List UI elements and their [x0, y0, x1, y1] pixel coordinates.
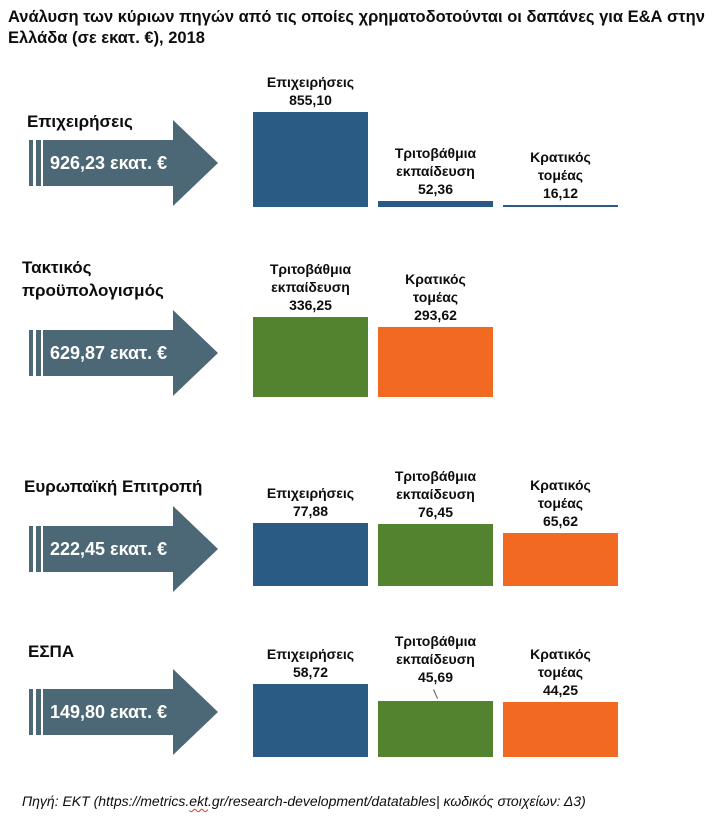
bar-label-line: τομέας — [537, 664, 584, 681]
bar-group: Κρατικός τομέας 65,62 — [503, 476, 618, 586]
arrow-state-budget: 629,87 εκατ. € — [27, 310, 218, 396]
bar-label: Κρατικός τομέας 16,12 — [501, 148, 621, 202]
source-label-espa: ΕΣΠΑ — [28, 642, 75, 661]
bar-group: Επιχειρήσεις 58,72 — [253, 645, 368, 757]
bar-value: 855,10 — [289, 92, 332, 109]
chart-title-line: Ελλάδα (σε εκατ. €), 2018 — [8, 29, 205, 47]
bar-label: Επιχειρήσεις 58,72 — [251, 645, 371, 681]
bar-group: Επιχειρήσεις 77,88 — [253, 484, 368, 586]
bar-label: Επιχειρήσεις 77,88 — [251, 484, 371, 520]
source-total: 222,45 εκατ. € — [50, 539, 168, 559]
bar-value: 44,25 — [542, 682, 579, 699]
bar-label-line: τομέας — [537, 167, 584, 184]
bar-label-line: Τριτοβάθμια — [269, 260, 352, 277]
bar — [378, 327, 493, 397]
bar-label: Κρατικός τομέας 44,25 — [501, 645, 621, 699]
leader-line — [433, 688, 438, 699]
bar-label-line: Επιχειρήσεις — [266, 484, 355, 501]
bar — [253, 316, 368, 397]
bar-group: Κρατικός τομέας 44,25 — [503, 645, 618, 757]
bar — [253, 112, 368, 207]
bar-value: 293,62 — [414, 307, 457, 324]
arrow-european-commission: 222,45 εκατ. € — [27, 506, 218, 592]
chart-title: Ανάλυση των κύριων πηγών από τις οποίες … — [8, 7, 720, 49]
bar-group: Τριτοβάθμια εκπαίδευση 336,25 — [253, 260, 368, 397]
source-label-european-commission: Ευρωπαϊκή Επιτροπή — [24, 477, 203, 496]
bar-label-line: Κρατικός — [530, 476, 591, 493]
bar-label: Τριτοβάθμια εκπαίδευση 45,69 — [376, 632, 496, 686]
source-total: 926,23 εκατ. € — [50, 153, 168, 173]
bar-label-line: Επιχειρήσεις — [266, 646, 355, 663]
bar-label: Τριτοβάθμια εκπαίδευση 76,45 — [376, 467, 496, 521]
bar-label: Επιχειρήσεις 855,10 — [251, 73, 371, 109]
bar — [378, 524, 493, 586]
bar-label: Τριτοβάθμια εκπαίδευση 52,36 — [376, 144, 496, 198]
bar-label-line: Τριτοβάθμια — [394, 468, 477, 485]
source-label-state-budget: Τακτικός προϋπολογισμός — [22, 258, 164, 300]
chart-title-line: Ανάλυση των κύριων πηγών από τις οποίες … — [8, 8, 705, 26]
bar — [378, 201, 493, 207]
bar — [503, 702, 618, 757]
bar-value: 65,62 — [542, 512, 579, 529]
source-citation: Πηγή: ΕΚΤ (https://metrics.ekt.gr/resear… — [22, 793, 712, 809]
bar-label-line: εκπαίδευση — [271, 278, 350, 295]
bar-group: Κρατικός τομέας 16,12 — [503, 148, 618, 207]
bar-value: 45,69 — [417, 668, 454, 685]
citation-text: Πηγή: ΕΚΤ (https://metrics. — [22, 793, 190, 809]
bar-value: 77,88 — [292, 502, 329, 519]
bar-value: 58,72 — [292, 664, 329, 681]
bar-group: Τριτοβάθμια εκπαίδευση 52,36 — [378, 144, 493, 207]
bar-value: 52,36 — [417, 181, 454, 198]
bar — [378, 700, 493, 757]
bar-group: Κρατικός τομέας 293,62 — [378, 270, 493, 397]
citation-ekt-word: ekt — [189, 793, 208, 809]
striped-arrow-icon — [29, 120, 218, 206]
bar-label-line: εκπαίδευση — [396, 650, 475, 667]
source-total: 149,80 εκατ. € — [50, 702, 168, 722]
striped-arrow-icon — [29, 310, 218, 396]
bar-label-line: εκπαίδευση — [396, 163, 475, 180]
bar — [503, 205, 618, 207]
bar-label-line: εκπαίδευση — [396, 486, 475, 503]
bar-label-line: Τριτοβάθμια — [394, 145, 477, 162]
bar-label-line: Κρατικός — [405, 271, 466, 288]
bar — [253, 684, 368, 757]
arrow-espa: 149,80 εκατ. € — [27, 669, 218, 755]
bar-group: Τριτοβάθμια εκπαίδευση 76,45 — [378, 467, 493, 586]
bar-group: Επιχειρήσεις 855,10 — [253, 73, 368, 207]
source-total: 629,87 εκατ. € — [50, 343, 168, 363]
bar-value: 16,12 — [542, 185, 579, 202]
bar-label-line: Κρατικός — [530, 149, 591, 166]
bar-label: Κρατικός τομέας 293,62 — [376, 270, 496, 324]
striped-arrow-icon — [29, 506, 218, 592]
bar-label-line: Τριτοβάθμια — [394, 632, 477, 649]
citation-text: .gr/research-development/datatables| κωδ… — [207, 793, 586, 809]
bar-value: 336,25 — [289, 296, 332, 313]
bar-label: Τριτοβάθμια εκπαίδευση 336,25 — [251, 260, 371, 314]
bar-label-line: τομέας — [412, 289, 459, 306]
bar-value: 76,45 — [417, 504, 454, 521]
bar-label-line: Επιχειρήσεις — [266, 74, 355, 91]
bar-label-line: τομέας — [537, 494, 584, 511]
bar-label: Κρατικός τομέας 65,62 — [501, 476, 621, 530]
bar-group: Τριτοβάθμια εκπαίδευση 45,69 — [378, 632, 493, 757]
striped-arrow-icon — [29, 669, 218, 755]
bar — [253, 522, 368, 586]
bar — [503, 532, 618, 586]
arrow-business: 926,23 εκατ. € — [27, 120, 218, 206]
source-label-business: Επιχειρήσεις — [27, 112, 133, 131]
bar-label-line: Κρατικός — [530, 646, 591, 663]
